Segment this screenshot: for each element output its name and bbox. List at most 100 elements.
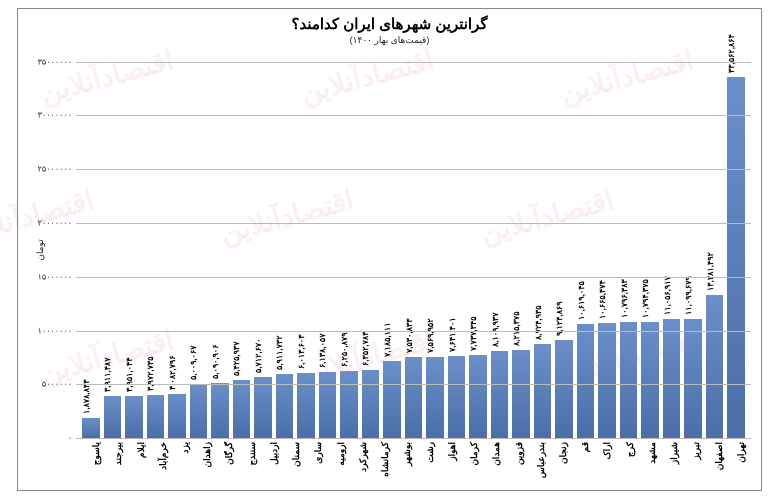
chart-subtitle: (قیمت‌های بهار ۱۴۰۰) — [19, 33, 762, 46]
bar-value-label: ۶,۳۵۲,۷۸۳ — [362, 331, 371, 366]
plot-area: ۳۳,۵۶۲,۸۶۴۱۳,۲۸۱,۴۹۲۱۱,۰۹۹,۶۷۹۱۱,۰۵۶,۹۱۷… — [77, 51, 752, 438]
x-tick-label: رشت — [416, 438, 434, 490]
bar: ۱۳,۲۸۱,۴۹۲ — [707, 295, 725, 438]
bar: ۱۰,۷۹۶,۳۸۳ — [621, 322, 639, 438]
bar-value-label: ۵,۰۰۹,۰۶۷ — [190, 346, 199, 381]
bar: ۳,۹۷۲,۷۳۵ — [148, 395, 166, 438]
bar-value-label: ۸,۲۱۵,۳۷۵ — [513, 311, 522, 346]
x-tick-label: سمنان — [283, 438, 301, 490]
grid-line — [77, 223, 752, 224]
x-tick-label: بیرجند — [105, 438, 123, 490]
x-tick-label: گرگان — [216, 438, 234, 490]
bar-value-label: ۷,۱۸۵,۱۱۱ — [384, 322, 393, 357]
x-tick-label: خرم‌آباد — [150, 438, 168, 490]
grid-line — [77, 115, 752, 116]
y-tick-label: ۲۵۰۰۰۰۰۰ — [39, 165, 77, 174]
bar: ۱۰,۶۶۵,۴۷۴ — [599, 323, 617, 438]
bar: ۸,۷۲۴,۹۳۵ — [535, 344, 553, 438]
x-axis-labels: تهراناصفهانتبریزشیرازمشهدکرجاراکقمزنجانب… — [77, 438, 752, 490]
bar: ۶,۰۱۳,۶۰۳ — [298, 373, 316, 438]
bar: ۱۱,۰۵۶,۹۱۷ — [664, 319, 682, 438]
bar: ۷,۵۳۰,۸۳۳ — [406, 357, 424, 438]
bar: ۹,۱۲۴,۸۶۹ — [556, 340, 574, 438]
bar: ۷,۱۸۵,۱۱۱ — [384, 361, 402, 438]
bar-value-label: ۱۰,۷۹۶,۳۸۳ — [621, 279, 630, 318]
y-tick-label: ۰ — [69, 434, 77, 443]
bar: ۱۰,۶۱۹,۰۴۵ — [578, 324, 596, 438]
bar-value-label: ۳,۹۱۱,۴۸۷ — [104, 357, 113, 392]
bar-value-label: ۱۰,۶۶۵,۴۷۴ — [599, 281, 608, 320]
bar: ۷,۵۶۹,۹۵۲ — [427, 357, 445, 438]
bar: ۴,۰۸۲,۷۹۶ — [169, 394, 187, 438]
y-tick-label: ۵۰۰۰۰۰۰ — [43, 380, 77, 389]
chart-title: گرانترین شهرهای ایران کدامند؟ — [19, 9, 762, 33]
x-tick-label: اردبیل — [261, 438, 279, 490]
bar-value-label: ۱۰,۷۹۴,۳۷۵ — [642, 279, 651, 318]
x-tick-label: کرمانشاه — [372, 438, 390, 490]
bar-value-label: ۳۳,۵۶۲,۸۶۴ — [728, 34, 737, 73]
y-tick-label: ۱۵۰۰۰۰۰۰ — [39, 272, 77, 281]
grid-line — [77, 62, 752, 63]
bar: ۸,۱۰۹,۹۳۷ — [492, 351, 510, 438]
x-tick-label: ارومیه — [328, 438, 346, 490]
bar: ۳,۹۵۱,۰۴۴ — [126, 396, 144, 438]
bar-value-label: ۶,۱۳۸,۰۵۷ — [319, 334, 328, 369]
x-tick-label: زنجان — [550, 438, 568, 490]
bars-group: ۳۳,۵۶۲,۸۶۴۱۳,۲۸۱,۴۹۲۱۱,۰۹۹,۶۷۹۱۱,۰۵۶,۹۱۷… — [77, 51, 752, 438]
bar: ۷,۷۳۷,۳۴۵ — [470, 355, 488, 438]
y-tick-label: ۲۰۰۰۰۰۰۰ — [39, 219, 77, 228]
x-tick-label: تبریز — [683, 438, 701, 490]
bar: ۵,۰۰۹,۰۶۷ — [191, 384, 209, 438]
x-tick-label: اصفهان — [706, 438, 724, 490]
x-tick-label: اهواز — [439, 438, 457, 490]
bar: ۳,۹۱۱,۴۸۷ — [105, 396, 123, 438]
bar-value-label: ۵,۹۱۱,۷۳۲ — [276, 336, 285, 371]
x-tick-label: ایلام — [127, 438, 145, 490]
bar-value-label: ۳,۹۷۲,۷۳۵ — [147, 357, 156, 392]
bar-value-label: ۵,۷۱۲,۶۷۰ — [255, 338, 264, 373]
x-tick-label: زاهدان — [194, 438, 212, 490]
bar-value-label: ۱۱,۰۵۶,۹۱۷ — [664, 276, 673, 315]
grid-line — [77, 277, 752, 278]
x-tick-label: بوشهر — [394, 438, 412, 490]
x-tick-label: شهرکرد — [350, 438, 368, 490]
bar: ۸,۲۱۵,۳۷۵ — [513, 350, 531, 438]
x-tick-label: یزد — [172, 438, 190, 490]
bar-value-label: ۷,۵۳۰,۸۳۳ — [406, 319, 415, 354]
bar-value-label: ۵,۰۹۰,۹۰۶ — [212, 345, 221, 380]
grid-line — [77, 384, 752, 385]
x-tick-label: اراک — [594, 438, 612, 490]
bar-value-label: ۵,۴۲۵,۹۳۷ — [233, 341, 242, 376]
chart-container: گرانترین شهرهای ایران کدامند؟ (قیمت‌های … — [18, 8, 763, 491]
bar-value-label: ۶,۲۵۰,۸۷۹ — [341, 332, 350, 367]
x-tick-label: ساری — [305, 438, 323, 490]
bar: ۶,۳۵۲,۷۸۳ — [363, 370, 381, 438]
x-tick-label: تهران — [728, 438, 746, 490]
x-tick-label: همدان — [483, 438, 501, 490]
bar-value-label: ۷,۵۶۹,۹۵۲ — [427, 318, 436, 353]
x-tick-label: کرمان — [461, 438, 479, 490]
bar-value-label: ۱۳,۲۸۱,۴۹۲ — [707, 252, 716, 291]
bar-value-label: ۷,۶۴۱,۴۰۱ — [449, 317, 458, 352]
x-tick-label: مشهد — [639, 438, 657, 490]
x-tick-label: کرج — [617, 438, 635, 490]
x-tick-label: یاسوج — [83, 438, 101, 490]
bar: ۶,۲۵۰,۸۷۹ — [341, 371, 359, 438]
y-tick-label: ۱۰۰۰۰۰۰۰ — [39, 326, 77, 335]
bar-value-label: ۶,۰۱۳,۶۰۳ — [298, 335, 307, 370]
x-tick-label: قم — [572, 438, 590, 490]
bar: ۷,۶۴۱,۴۰۱ — [449, 356, 467, 438]
y-tick-label: ۳۵۰۰۰۰۰۰ — [39, 57, 77, 66]
bar: ۵,۰۹۰,۹۰۶ — [212, 383, 230, 438]
y-axis-label: تومان — [36, 239, 47, 260]
x-tick-label: شیراز — [661, 438, 679, 490]
x-tick-label: قزوین — [505, 438, 523, 490]
x-tick-label: سنندج — [239, 438, 257, 490]
bar-value-label: ۳,۹۵۱,۰۴۴ — [126, 357, 135, 392]
bar: ۵,۴۲۵,۹۳۷ — [234, 380, 252, 438]
bar: ۱۰,۷۹۴,۳۷۵ — [642, 322, 660, 438]
y-tick-label: ۳۰۰۰۰۰۰۰ — [39, 111, 77, 120]
grid-line — [77, 169, 752, 170]
bar-value-label: ۷,۷۳۷,۳۴۵ — [470, 316, 479, 351]
x-tick-label: بندرعباس — [528, 438, 546, 490]
